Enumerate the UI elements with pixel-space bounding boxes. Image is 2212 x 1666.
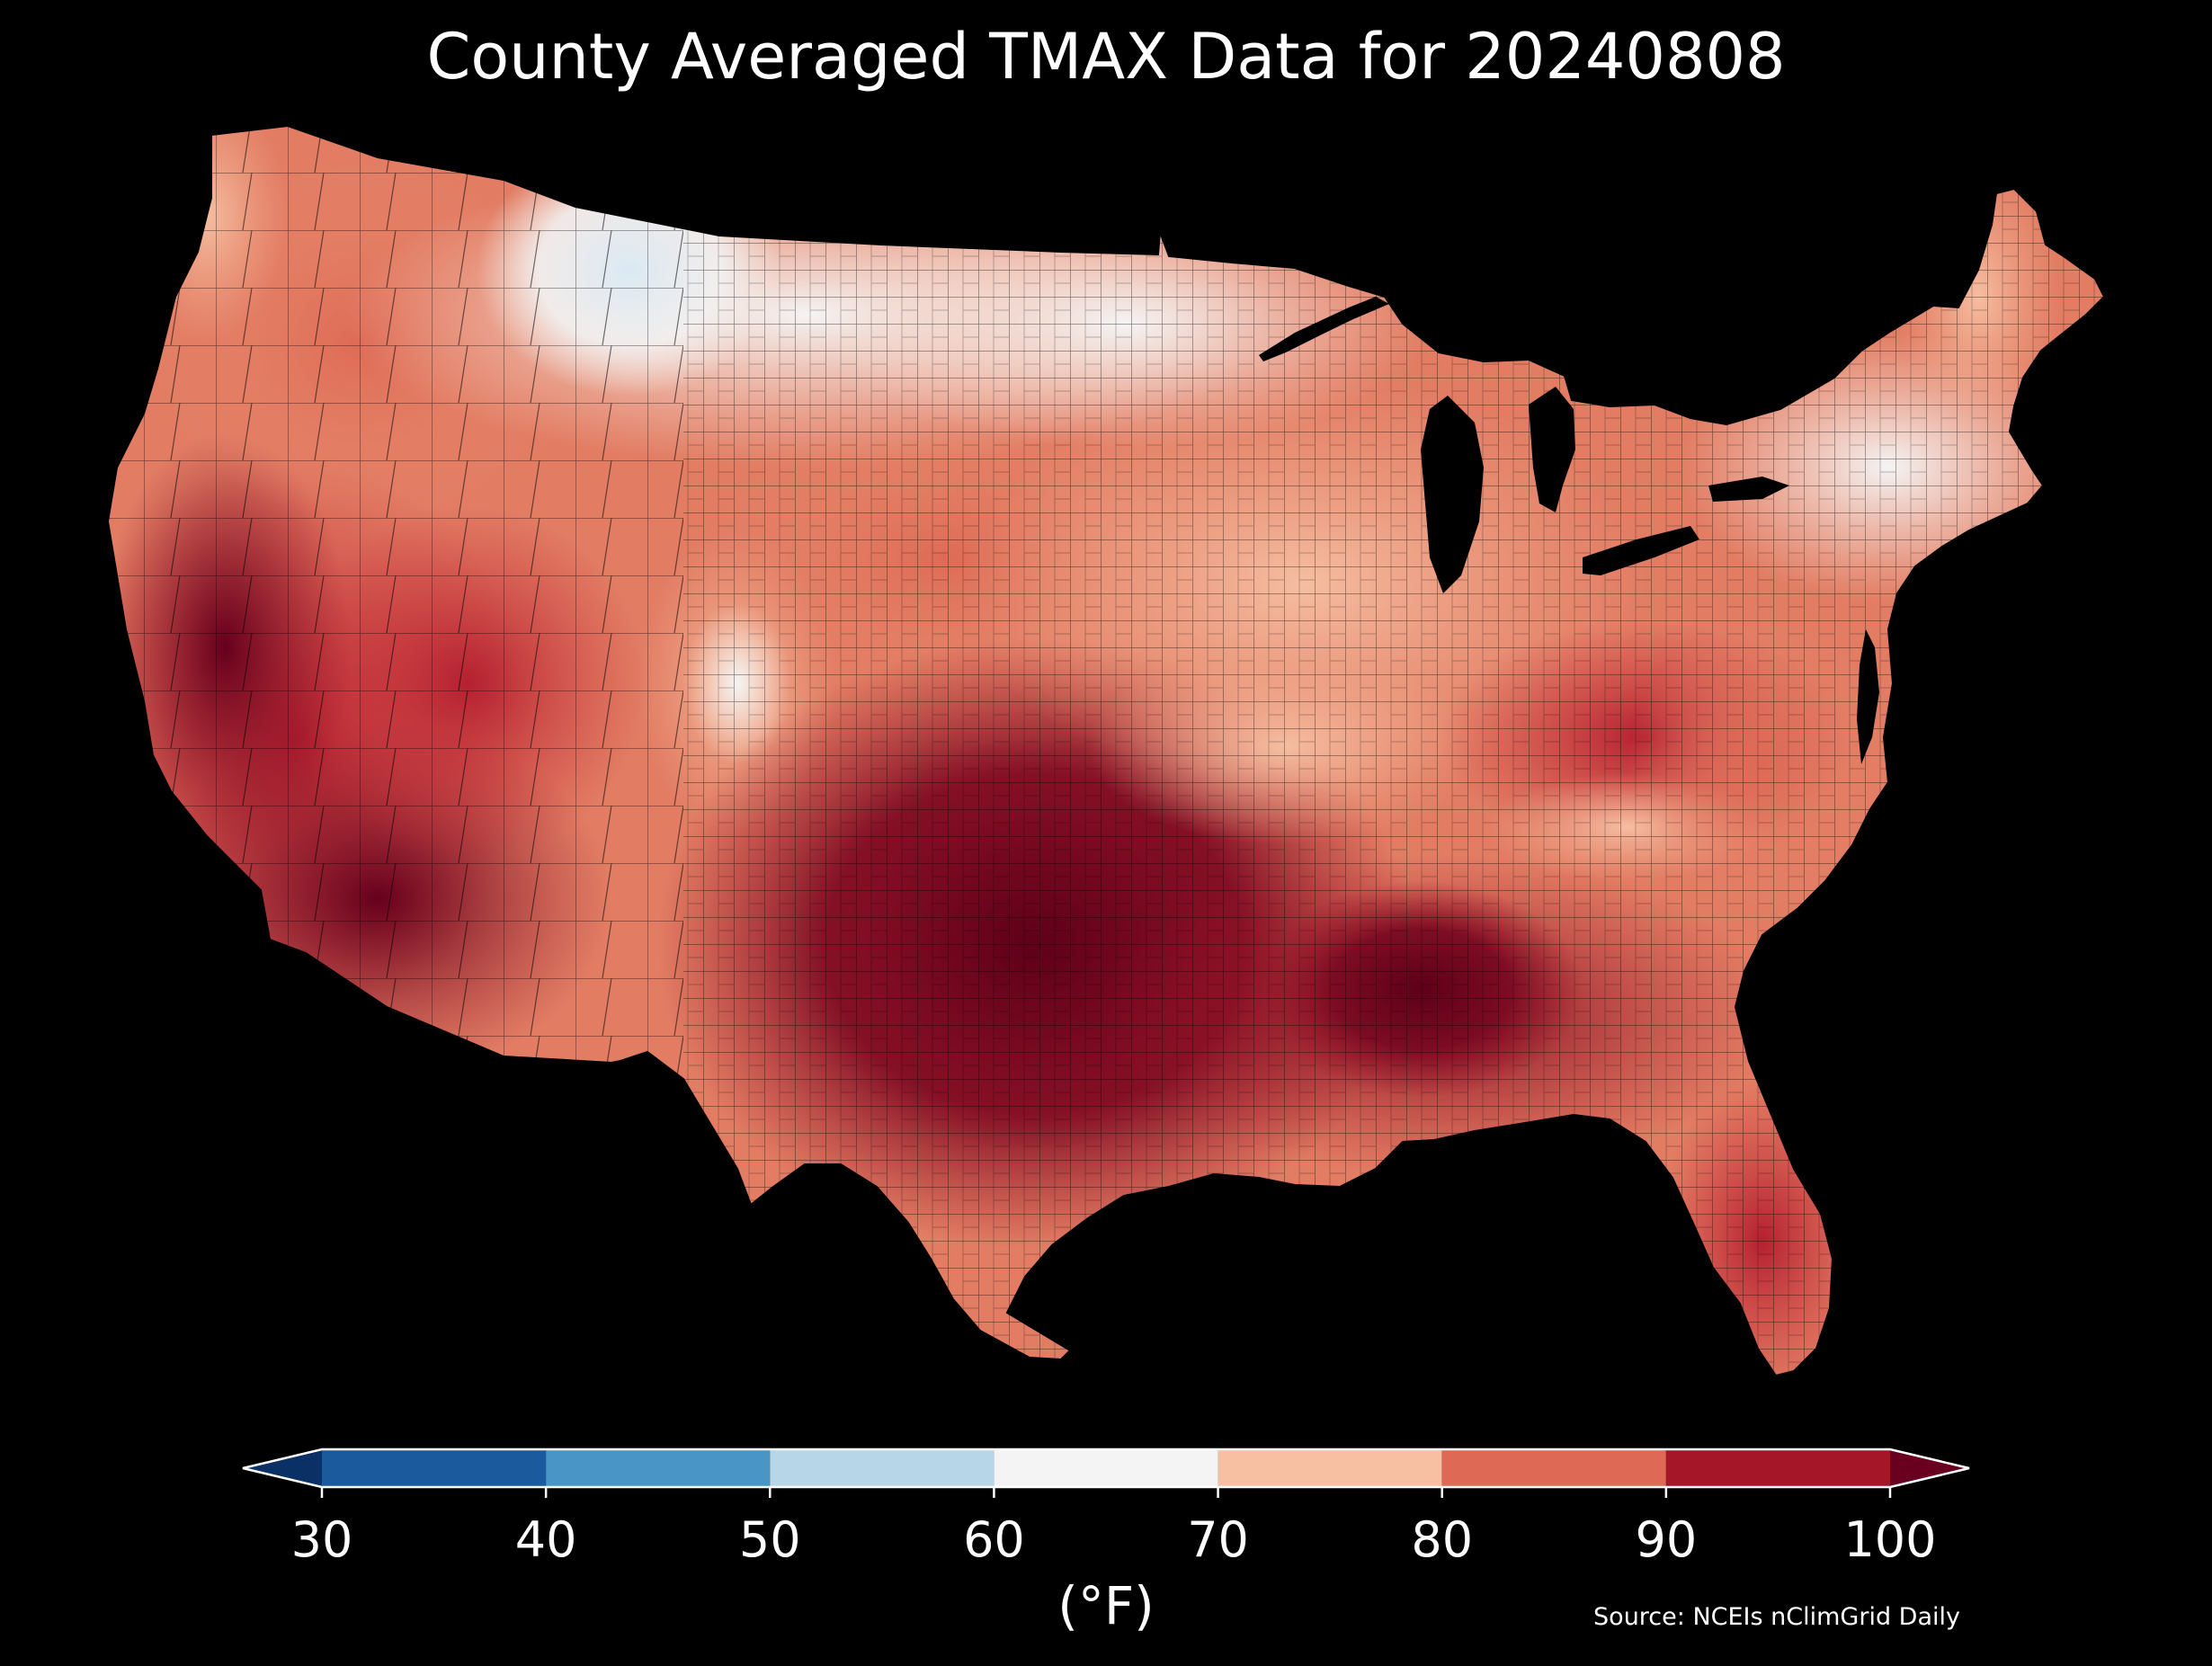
colorbar-tick-label: 50 — [738, 1511, 801, 1568]
colorbar-tick-label: 80 — [1411, 1511, 1474, 1568]
colorbar-tick-label: 60 — [963, 1511, 1025, 1568]
colorbar-bin-50-60 — [770, 1449, 995, 1487]
colorbar-bin-60-70 — [994, 1449, 1218, 1487]
page-title: County Averaged TMAX Data for 20240808 — [426, 20, 1786, 94]
colorbar-unit-label: (°F) — [1057, 1575, 1155, 1636]
colorbar-extend-under — [243, 1449, 322, 1487]
colorbar-tick-label: 30 — [290, 1511, 353, 1568]
lake-superior — [1259, 297, 1389, 361]
colorbar-bin-40-50 — [546, 1449, 771, 1487]
lake-huron — [1529, 387, 1575, 512]
colorbar-tick-label: 100 — [1843, 1511, 1937, 1568]
great-lakes — [1259, 297, 1879, 764]
colorbar-bin-80-90 — [1441, 1449, 1666, 1487]
colorbar — [242, 1448, 1970, 1498]
colorbar-bin-90-100 — [1665, 1449, 1890, 1487]
colorbar-extend-over — [1890, 1449, 1969, 1487]
colorbar-tick-label: 90 — [1635, 1511, 1698, 1568]
lake-erie — [1583, 526, 1699, 575]
chesapeake-bay — [1857, 629, 1879, 764]
colorbar-tick-label: 40 — [514, 1511, 577, 1568]
colorbar-bin-70-80 — [1217, 1449, 1442, 1487]
colorbar-bin-30-40 — [322, 1449, 547, 1487]
source-note: Source: NCEIs nClimGrid Daily — [1593, 1603, 1960, 1631]
colorbar-tick-label: 70 — [1187, 1511, 1249, 1568]
lake-ontario — [1708, 477, 1789, 502]
lake-michigan — [1421, 396, 1484, 593]
